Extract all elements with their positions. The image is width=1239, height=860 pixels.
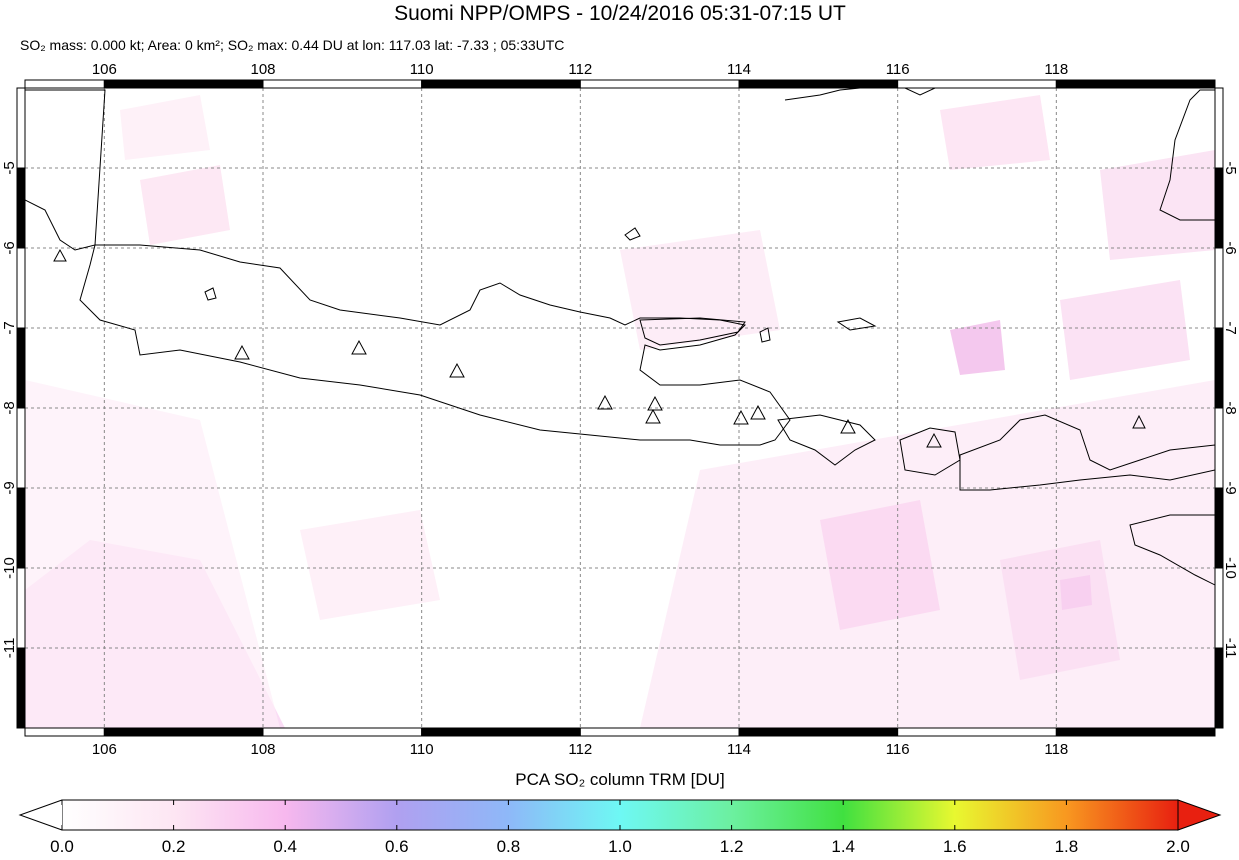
y-tick-label: -6: [1, 241, 18, 254]
volcanoes: [53, 248, 1146, 448]
colorbar-high-arrow: [1177, 799, 1222, 831]
frame-bar: [262, 727, 423, 737]
colorbar-tick-label: 1.2: [720, 837, 744, 855]
borneo-coast: [784, 88, 1215, 221]
x-tick-label: 106: [92, 61, 117, 78]
frame-bar: [24, 727, 105, 737]
frame-bar: [16, 487, 26, 569]
sumba-coast: [1129, 514, 1215, 586]
colorbar-tick-label: 0.0: [50, 837, 74, 855]
coastlines: [25, 88, 1215, 586]
colorbar-tick-label: 1.4: [831, 837, 855, 855]
frame-bar: [421, 79, 581, 89]
x-tick-label: 114: [727, 741, 751, 758]
y-tick-label: -7: [1222, 321, 1239, 334]
colorbar-tick-label: 0.8: [497, 837, 521, 855]
islands: [204, 227, 877, 343]
frame-bar: [579, 79, 740, 89]
x-tick-label: 116: [886, 741, 910, 758]
sumatra-coast: [25, 89, 106, 251]
frame-bar: [738, 727, 899, 737]
y-tick-label: -11: [1, 638, 18, 659]
frame-bar: [579, 727, 740, 737]
frame-bar: [1214, 87, 1224, 169]
colorbar-tick-label: 0.2: [162, 837, 186, 855]
x-tick-label: 108: [250, 61, 275, 78]
y-tick-label: -5: [1222, 161, 1239, 174]
x-tick-label: 112: [568, 61, 592, 78]
sumbawa-coast: [959, 414, 1215, 491]
x-tick-label: 118: [1044, 741, 1068, 758]
y-tick-label: -5: [1, 161, 18, 174]
frame-bar: [1214, 167, 1224, 249]
frame-bar: [1055, 727, 1216, 737]
java-coast: [79, 244, 791, 446]
y-tick-label: -10: [1222, 557, 1239, 579]
x-tick-label: 112: [568, 741, 592, 758]
frame-bar: [1214, 407, 1224, 489]
map-frame: 106 106 108 108 110 110 112 112 114 114 116 116 118 1…: [1, 61, 1239, 758]
frame-bar: [897, 727, 1057, 737]
x-tick-label: 110: [410, 61, 434, 78]
frame-bar: [897, 79, 1057, 89]
frame-bar: [16, 247, 26, 329]
madura-coast: [639, 317, 746, 346]
frame-bar: [16, 87, 26, 169]
colorbar-tick-label: 2.0: [1166, 837, 1190, 855]
y-tick-label: -7: [1, 321, 18, 334]
colorbar-tick-label: 0.4: [273, 837, 297, 855]
x-tick-label: 106: [92, 741, 117, 758]
x-tick-label: 110: [410, 741, 434, 758]
colorbar-tick-label: 1.0: [608, 837, 632, 855]
map-border: [24, 87, 1216, 729]
y-tick-label: -6: [1222, 241, 1239, 254]
colorbar-label: PCA SO₂ column TRM [DU]: [515, 770, 724, 789]
frame-bar: [16, 407, 26, 489]
frame-bar: [1214, 247, 1224, 329]
frame-bar: [421, 727, 581, 737]
frame-bar: [738, 79, 899, 89]
y-tick-label: -10: [1, 557, 18, 579]
y-tick-label: -9: [1, 481, 18, 494]
y-tick-label: -11: [1222, 638, 1239, 659]
frame-bar: [103, 79, 264, 89]
y-tick-label: -9: [1222, 481, 1239, 494]
y-tick-label: -8: [1, 401, 18, 414]
frame-bar: [24, 79, 105, 89]
bali-coast: [777, 414, 876, 466]
frame-bar: [262, 79, 423, 89]
colorbar-tick-label: 1.8: [1055, 837, 1079, 855]
colorbar-tick-label: 0.6: [385, 837, 409, 855]
frame-bar: [103, 727, 264, 737]
x-tick-label: 118: [1044, 61, 1068, 78]
frame-bar: [1055, 79, 1216, 89]
frame-bar: [16, 647, 26, 729]
y-tick-label: -8: [1222, 401, 1239, 414]
x-tick-label: 114: [727, 61, 751, 78]
colorbar-tick-label: 1.6: [943, 837, 967, 855]
frame-bar: [1214, 567, 1224, 649]
grid: [25, 88, 1215, 728]
frame-bar: [16, 567, 26, 649]
frame-bar: [16, 327, 26, 409]
frame-bar: [16, 167, 26, 249]
x-tick-label: 108: [250, 741, 275, 758]
colorbar-low-arrow: [18, 799, 63, 831]
subtitle: SO₂ mass: 0.000 kt; Area: 0 km²; SO₂ max…: [20, 37, 564, 53]
frame-bar: [1214, 327, 1224, 409]
frame-bar: [1214, 647, 1224, 729]
title: Suomi NPP/OMPS - 10/24/2016 05:31-07:15 …: [394, 2, 846, 25]
colorbar-ticks: 0.0 0.2 0.4 0.6 0.8 1.0 1.2 1.4 1.6 1.8 2.0: [50, 800, 1190, 856]
x-tick-label: 116: [886, 61, 910, 78]
frame-bar: [1214, 487, 1224, 569]
